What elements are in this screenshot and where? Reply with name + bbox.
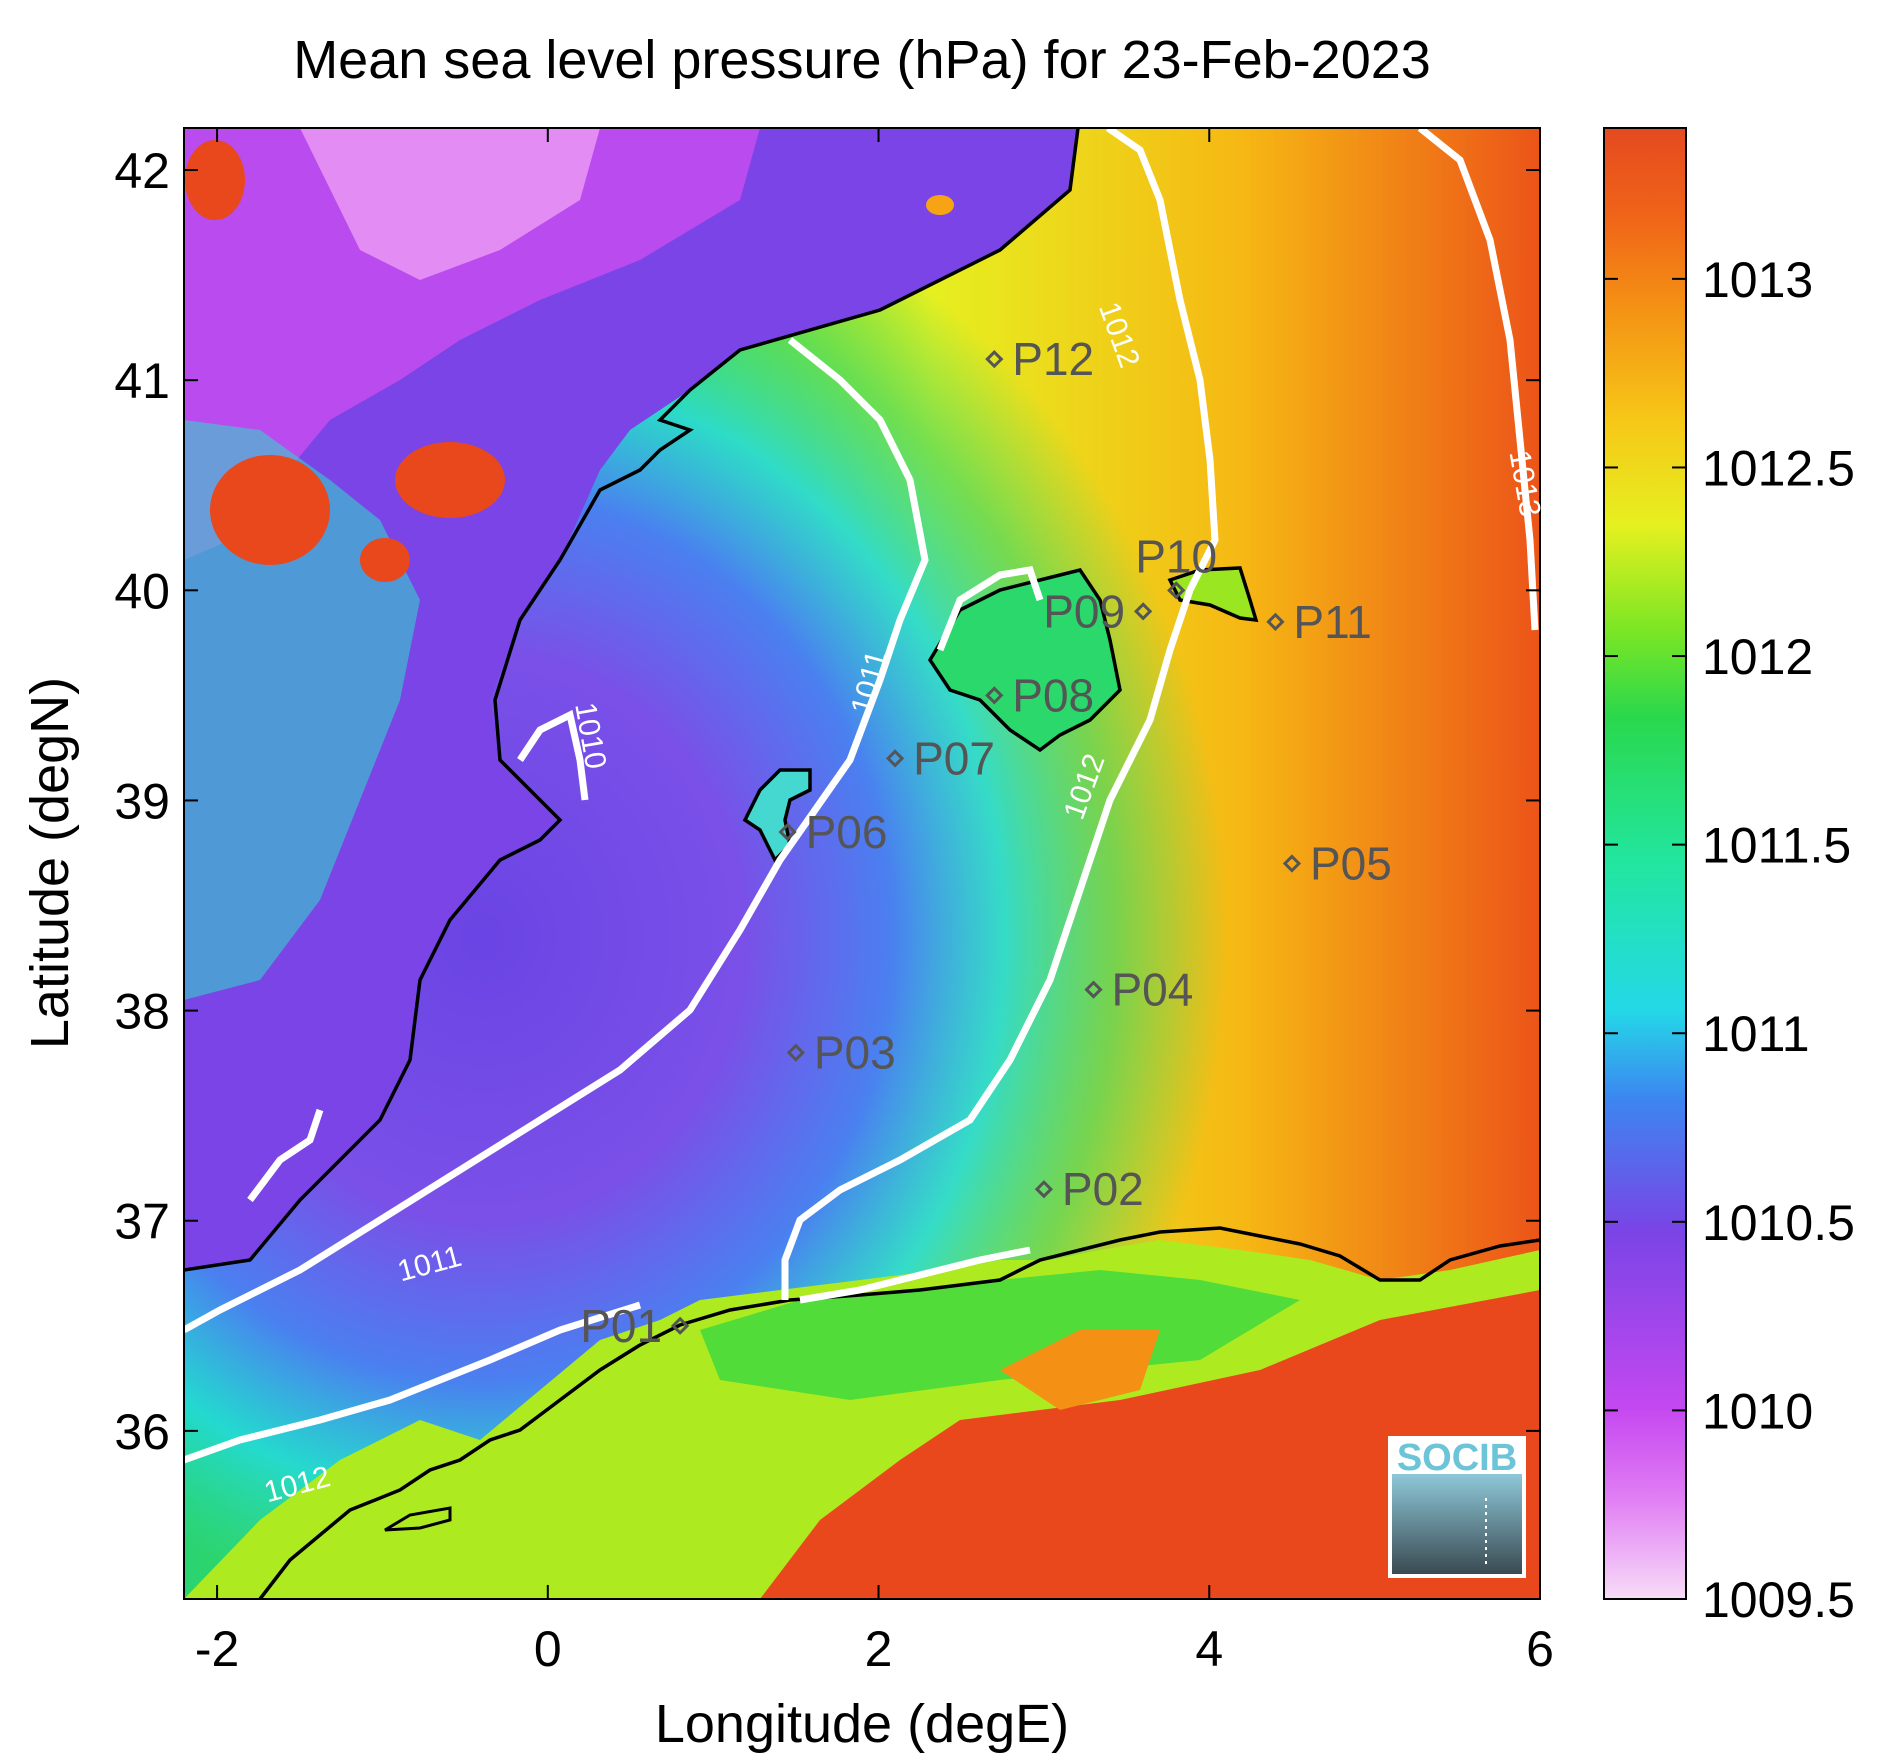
colorbar-tick-label: 1012.5: [1702, 440, 1855, 496]
isobar-1010-south: [247, 1108, 324, 1203]
isobar-1011-mallorca: [936, 566, 1044, 652]
colorbar-tick-label: 1011: [1702, 1006, 1810, 1062]
station-label: P06: [806, 806, 888, 858]
x-tick-label: 4: [1195, 1621, 1223, 1677]
y-tick-label: 37: [114, 1194, 170, 1250]
station-label: P07: [913, 732, 995, 784]
x-tick-label: 6: [1526, 1621, 1554, 1677]
y-axis-ticks: 36 37 38 39 40 41 42: [114, 143, 1540, 1460]
station-label: P02: [1062, 1163, 1144, 1215]
x-tick-label: 0: [534, 1621, 562, 1677]
y-tick-label: 36: [114, 1404, 170, 1460]
station-label: P03: [814, 1027, 896, 1079]
station-marker: [885, 749, 905, 768]
station-marker: [786, 1043, 805, 1062]
station-label: P05: [1310, 838, 1392, 890]
station-label: P09: [1043, 585, 1125, 637]
chart-title: Mean sea level pressure (hPa) for 23-Feb…: [293, 30, 1431, 90]
y-tick-label: 40: [114, 563, 170, 619]
plot-frame: [183, 127, 1541, 1600]
isobars: [184, 128, 1539, 1464]
y-axis-label: Latitude (degN): [20, 677, 80, 1049]
colorbar-tick-label: 1010: [1702, 1383, 1813, 1439]
y-tick-label: 38: [114, 984, 170, 1040]
station-marker: [1034, 1180, 1054, 1199]
x-axis-label: Longitude (degE): [655, 1694, 1069, 1754]
isobar-1013: [1417, 128, 1539, 631]
station-marker: [670, 1316, 690, 1335]
colorbar-ticks: 1009.5 1010 1010.5 1011 1011.5 1012 1012.5 1013: [1604, 252, 1855, 1628]
colorbar-tick-label: 1011.5: [1702, 818, 1851, 874]
station-label: P01: [580, 1300, 662, 1352]
colorbar: [1603, 127, 1687, 1600]
station-label: P11: [1293, 596, 1371, 648]
station-label: P04: [1112, 964, 1194, 1016]
station-label: P08: [1012, 669, 1094, 721]
isobar-1010-north: [517, 709, 589, 801]
pressure-field: [184, 128, 1540, 1599]
station-marker: [1282, 854, 1302, 873]
colorbar-tick-label: 1009.5: [1702, 1572, 1855, 1628]
station-label: P12: [1012, 333, 1094, 385]
station-marker: [778, 822, 797, 842]
y-tick-label: 42: [114, 143, 170, 199]
island-mallorca: [927, 568, 1122, 753]
island-alboran: [384, 1506, 452, 1532]
x-tick-label: -2: [195, 1621, 239, 1677]
coastline-iberia: [184, 128, 1080, 1272]
land-iberia: [184, 128, 1078, 1270]
station-marker: [1167, 581, 1186, 600]
isobar-1012-africa: [799, 1246, 1031, 1304]
station-marker: [1084, 980, 1103, 999]
x-tick-label: 2: [865, 1621, 893, 1677]
island-ibiza: [742, 768, 812, 863]
station-marker: [985, 686, 1004, 705]
logo-text: SOCIB: [1397, 1437, 1517, 1479]
y-tick-label: 39: [114, 773, 170, 829]
x-axis-ticks: -2 0 2 4 6: [195, 128, 1554, 1677]
station-marker: [985, 350, 1004, 369]
station-marker: [1133, 602, 1153, 621]
isobar-1012: [781, 128, 1219, 1300]
land-iberia-highs: [184, 128, 760, 560]
station-label: P10: [1135, 530, 1217, 582]
coastline-africa: [258, 1226, 1540, 1599]
socib-logo: SOCIB: [1388, 1436, 1526, 1578]
colorbar-tick-label: 1012: [1702, 629, 1813, 685]
y-tick-label: 41: [114, 353, 170, 409]
isobar-1011: [184, 337, 929, 1334]
colorbar-tick-label: 1013: [1702, 252, 1813, 308]
isobar-1012-south: [184, 1301, 642, 1464]
colorbar-tick-label: 1010.5: [1702, 1195, 1855, 1251]
station-marker: [1266, 612, 1285, 631]
